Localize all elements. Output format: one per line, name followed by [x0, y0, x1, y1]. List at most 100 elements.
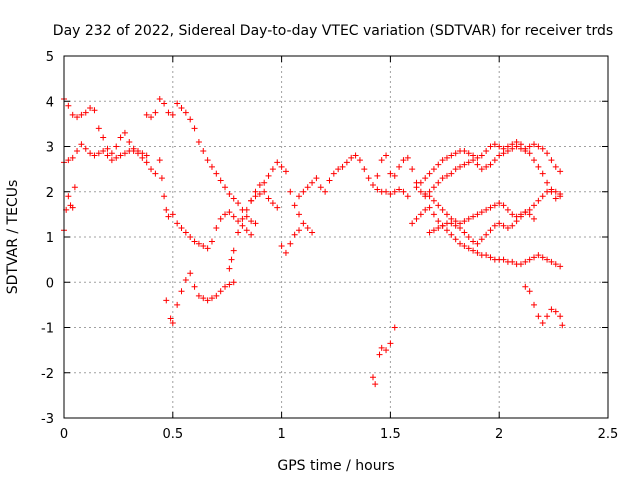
data-point	[95, 125, 102, 132]
data-point	[535, 143, 542, 150]
data-point	[204, 245, 211, 252]
data-point	[470, 238, 477, 245]
data-point	[121, 129, 128, 136]
data-point	[156, 95, 163, 102]
data-point	[161, 193, 168, 200]
data-point	[113, 154, 120, 161]
data-point	[248, 231, 255, 238]
data-point	[213, 224, 220, 231]
data-point	[256, 181, 263, 188]
data-point	[513, 143, 520, 150]
data-point	[391, 188, 398, 195]
data-point	[261, 188, 268, 195]
data-point	[539, 170, 546, 177]
data-point	[526, 206, 533, 213]
data-point	[163, 206, 170, 213]
data-point	[531, 215, 538, 222]
data-point	[217, 215, 224, 222]
data-point	[422, 206, 429, 213]
data-point	[187, 116, 194, 123]
data-point	[435, 202, 442, 209]
data-point	[65, 193, 72, 200]
data-point	[317, 184, 324, 191]
data-point	[187, 270, 194, 277]
data-point	[91, 107, 98, 114]
data-point	[121, 150, 128, 157]
data-point	[208, 163, 215, 170]
data-point	[78, 111, 85, 118]
data-point	[195, 240, 202, 247]
data-point	[365, 175, 372, 182]
data-point	[522, 148, 529, 155]
data-point	[539, 254, 546, 261]
data-point	[383, 188, 390, 195]
data-point	[409, 166, 416, 173]
data-point	[400, 157, 407, 164]
data-point	[430, 227, 437, 234]
x-tick-label: 1.5	[380, 427, 401, 442]
data-point	[230, 247, 237, 254]
data-point	[500, 150, 507, 157]
data-point	[387, 191, 394, 198]
data-point	[265, 195, 272, 202]
data-point	[557, 263, 564, 270]
data-point	[178, 224, 185, 231]
data-point	[252, 220, 259, 227]
data-point	[539, 319, 546, 326]
data-point	[252, 193, 259, 200]
data-point	[443, 172, 450, 179]
data-point	[182, 276, 189, 283]
data-point	[378, 344, 385, 351]
data-point	[509, 145, 516, 152]
data-point	[557, 313, 564, 320]
data-point	[487, 254, 494, 261]
data-point	[496, 220, 503, 227]
data-point	[291, 202, 298, 209]
data-point	[239, 215, 246, 222]
data-point	[200, 295, 207, 302]
data-point	[509, 211, 516, 218]
data-point	[243, 213, 250, 220]
data-point	[526, 143, 533, 150]
data-point	[217, 288, 224, 295]
data-point	[304, 184, 311, 191]
data-point	[296, 211, 303, 218]
data-point	[65, 157, 72, 164]
data-point	[356, 157, 363, 164]
data-point	[335, 166, 342, 173]
data-point	[204, 157, 211, 164]
data-point	[457, 224, 464, 231]
data-point	[230, 213, 237, 220]
data-point	[163, 297, 170, 304]
x-tick-label: 2	[495, 427, 503, 442]
data-point	[413, 184, 420, 191]
data-point	[496, 200, 503, 207]
data-point	[222, 211, 229, 218]
data-point	[483, 163, 490, 170]
data-point	[161, 100, 168, 107]
data-point	[396, 186, 403, 193]
data-point	[148, 114, 155, 121]
data-point	[65, 102, 72, 109]
data-point	[531, 157, 538, 164]
data-point	[544, 150, 551, 157]
data-point	[265, 172, 272, 179]
y-tick-label: -3	[41, 412, 54, 427]
grid	[64, 56, 608, 418]
data-point	[448, 231, 455, 238]
data-point	[500, 256, 507, 263]
data-point	[158, 175, 165, 182]
data-point	[182, 109, 189, 116]
data-point	[169, 111, 176, 118]
data-point	[448, 170, 455, 177]
data-point	[71, 184, 78, 191]
data-point	[474, 249, 481, 256]
data-point	[452, 150, 459, 157]
data-point	[430, 184, 437, 191]
data-point	[539, 145, 546, 152]
data-point	[222, 283, 229, 290]
data-point	[443, 227, 450, 234]
data-point	[174, 100, 181, 107]
data-point	[278, 243, 285, 250]
data-point	[430, 211, 437, 218]
